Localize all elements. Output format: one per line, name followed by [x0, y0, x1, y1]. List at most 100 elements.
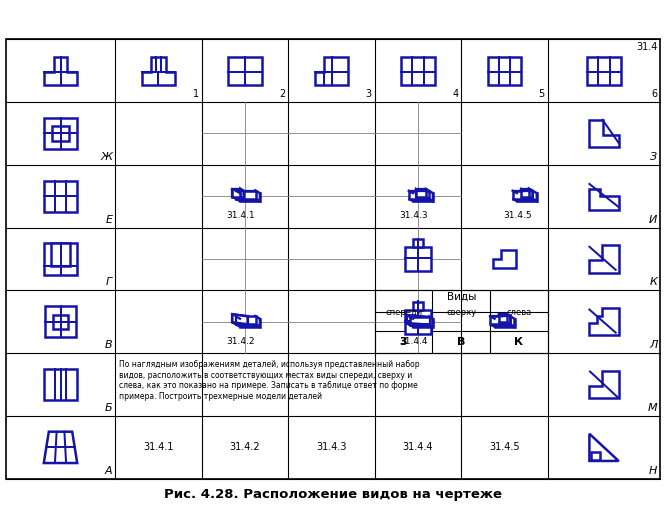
Text: 31.4.5: 31.4.5 — [503, 211, 532, 220]
Text: А: А — [105, 466, 112, 476]
Polygon shape — [236, 190, 256, 199]
Text: По наглядным изображениям деталей, используя представленный набор
видов, располо: По наглядным изображениям деталей, испол… — [119, 361, 420, 401]
Text: 4: 4 — [452, 89, 458, 99]
Polygon shape — [142, 57, 176, 84]
Text: 31.4.1: 31.4.1 — [143, 442, 174, 452]
Text: слева: слева — [506, 308, 532, 317]
Text: К: К — [649, 277, 657, 288]
Polygon shape — [315, 57, 349, 84]
Polygon shape — [426, 189, 433, 201]
Polygon shape — [589, 371, 619, 398]
Polygon shape — [232, 314, 248, 324]
Text: 31.4.2: 31.4.2 — [226, 337, 255, 345]
Bar — [53, 314, 67, 329]
Polygon shape — [517, 193, 537, 201]
Polygon shape — [409, 190, 429, 199]
Bar — [44, 243, 77, 275]
Bar — [44, 118, 77, 149]
Polygon shape — [232, 197, 244, 199]
Polygon shape — [409, 199, 433, 201]
Text: К: К — [514, 337, 524, 347]
Text: 31.4.2: 31.4.2 — [230, 442, 261, 452]
Text: 31.4.4: 31.4.4 — [403, 442, 434, 452]
Text: В: В — [457, 337, 466, 347]
Bar — [413, 302, 423, 310]
Polygon shape — [430, 317, 433, 327]
Polygon shape — [416, 189, 419, 199]
Bar — [413, 239, 423, 247]
Polygon shape — [228, 57, 262, 84]
Text: 31.4.3: 31.4.3 — [399, 211, 428, 220]
Polygon shape — [43, 57, 77, 84]
Text: Л: Л — [649, 340, 657, 350]
Text: 2: 2 — [279, 89, 285, 99]
Text: Ж: Ж — [100, 152, 112, 162]
Polygon shape — [510, 316, 514, 327]
Text: 6: 6 — [651, 89, 657, 99]
Polygon shape — [502, 316, 510, 324]
Polygon shape — [490, 324, 514, 327]
Polygon shape — [413, 319, 433, 327]
Polygon shape — [236, 316, 256, 324]
Text: Е: Е — [106, 214, 112, 225]
Text: 3: 3 — [365, 89, 372, 99]
Polygon shape — [589, 308, 619, 335]
Polygon shape — [232, 322, 248, 324]
Bar — [51, 243, 70, 266]
Polygon shape — [589, 120, 619, 147]
Polygon shape — [44, 432, 77, 463]
Polygon shape — [236, 324, 260, 327]
Polygon shape — [512, 190, 532, 199]
Polygon shape — [521, 197, 532, 199]
Polygon shape — [407, 323, 430, 325]
Polygon shape — [407, 323, 433, 327]
Text: 3: 3 — [400, 337, 407, 347]
Polygon shape — [416, 189, 426, 197]
Polygon shape — [490, 316, 510, 324]
Text: Рис. 4.28. Расположение видов на чертеже: Рис. 4.28. Расположение видов на чертеже — [164, 488, 502, 501]
Text: В: В — [105, 340, 112, 350]
Polygon shape — [240, 319, 260, 327]
Text: 31.4.3: 31.4.3 — [316, 442, 347, 452]
Text: 31.4.1: 31.4.1 — [226, 211, 255, 220]
Text: И: И — [649, 214, 657, 225]
Polygon shape — [240, 193, 260, 201]
Polygon shape — [256, 316, 260, 327]
Bar — [52, 126, 69, 141]
Polygon shape — [532, 190, 537, 201]
Polygon shape — [507, 314, 510, 324]
Polygon shape — [499, 314, 507, 322]
Text: З: З — [650, 152, 657, 162]
Polygon shape — [236, 190, 244, 199]
Text: Г: Г — [106, 277, 112, 288]
Polygon shape — [232, 188, 240, 197]
Bar — [405, 247, 431, 271]
Bar — [6, 39, 660, 479]
Polygon shape — [512, 199, 537, 201]
Bar — [488, 57, 522, 84]
Polygon shape — [589, 245, 619, 273]
Bar — [44, 180, 77, 212]
Bar — [401, 57, 435, 84]
Polygon shape — [494, 319, 514, 327]
Polygon shape — [529, 188, 532, 199]
Polygon shape — [499, 322, 510, 324]
Text: 31.4: 31.4 — [636, 42, 657, 52]
Polygon shape — [589, 434, 619, 461]
Text: Н: Н — [649, 466, 657, 476]
Bar — [405, 310, 431, 334]
Text: 31.4.4: 31.4.4 — [399, 337, 428, 345]
Bar — [45, 306, 76, 337]
Text: Б: Б — [105, 403, 112, 413]
Polygon shape — [524, 190, 532, 199]
Bar — [591, 452, 600, 460]
Polygon shape — [416, 197, 429, 199]
Polygon shape — [521, 188, 529, 197]
Polygon shape — [256, 190, 260, 201]
Text: 5: 5 — [538, 89, 545, 99]
Text: спереди: спереди — [385, 308, 422, 317]
Polygon shape — [589, 189, 619, 210]
Bar — [587, 57, 621, 84]
Polygon shape — [413, 193, 433, 201]
Text: 31.4.5: 31.4.5 — [489, 442, 520, 452]
